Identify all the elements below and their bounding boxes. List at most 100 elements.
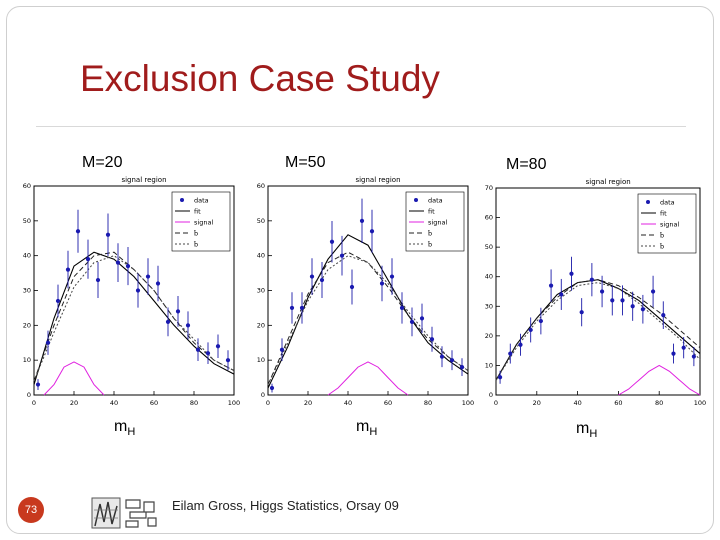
y-tick-label: 0: [489, 391, 493, 399]
data-point: [691, 354, 696, 359]
legend-label-data: data: [428, 197, 443, 205]
series-line-bhat: [33, 251, 235, 382]
data-point: [419, 316, 425, 321]
y-tick-label: 10: [23, 356, 31, 364]
data-point: [65, 267, 71, 272]
series-line-btilde: [267, 255, 469, 385]
data-point: [279, 347, 285, 352]
series-line-bhat: [267, 251, 469, 385]
y-tick-label: 10: [485, 361, 493, 369]
data-point: [548, 283, 554, 288]
panel-2-mass-label: M=50: [285, 154, 326, 171]
data-point: [449, 358, 455, 363]
series-line-btilde: [33, 255, 235, 382]
x-tick-label: 60: [150, 399, 158, 407]
panel-1-x-axis-title: mH: [114, 418, 136, 439]
data-point: [35, 382, 41, 387]
data-point: [175, 309, 181, 314]
legend-marker-data: [180, 198, 184, 202]
x-tick-label: 0: [266, 399, 270, 407]
x-tick-label: 0: [494, 399, 498, 407]
series-line-fit: [495, 279, 701, 381]
data-point: [379, 281, 385, 286]
y-tick-label: 30: [257, 287, 265, 295]
slide-frame: [6, 6, 714, 534]
data-point: [661, 313, 666, 318]
data-point: [165, 319, 171, 324]
legend-label-data: data: [660, 199, 675, 207]
y-tick-label: 0: [27, 391, 31, 399]
y-tick-label: 50: [257, 217, 265, 225]
panel-2-x-axis-title: mH: [356, 418, 378, 439]
legend-marker-data: [414, 198, 418, 202]
y-tick-label: 70: [485, 184, 493, 192]
data-point: [399, 305, 405, 311]
data-point: [409, 319, 415, 324]
data-point: [528, 327, 533, 333]
data-point: [185, 323, 191, 328]
x-tick-label: 20: [70, 399, 78, 407]
y-tick-label: 30: [485, 302, 493, 310]
legend-label-signal: signal: [428, 219, 447, 227]
data-point: [650, 289, 656, 294]
data-point: [538, 318, 543, 324]
plot-panel-m80: signal region 0 20 40 60 80 100 0 10 20 30 40 50 60 70…: [485, 178, 706, 407]
legend-label-btilde: b̃: [194, 240, 199, 248]
data-point: [589, 277, 594, 282]
legend-label-data: data: [194, 197, 209, 205]
data-point: [309, 274, 315, 279]
data-point: [125, 264, 131, 269]
data-point: [389, 274, 395, 279]
data-point: [135, 288, 141, 293]
legend-label-bhat: b̂: [660, 231, 665, 239]
series-line-bhat: [495, 279, 701, 381]
data-point: [269, 385, 275, 391]
data-point: [518, 342, 523, 347]
y-tick-label: 20: [485, 332, 493, 340]
data-point: [195, 347, 201, 352]
data-point: [671, 351, 676, 356]
data-point: [225, 358, 231, 363]
x-tick-label: 100: [462, 399, 474, 407]
legend-label-fit: fit: [194, 208, 201, 216]
plot-panel-m20: signal region 0 20 40 60 80 100 0 10 20 30 40 50 60 da…: [23, 176, 240, 407]
data-point: [630, 304, 635, 309]
data-point: [349, 284, 355, 290]
y-tick-label: 50: [485, 243, 493, 251]
signal-region-label: signal region: [121, 176, 166, 184]
x-tick-label: 60: [614, 399, 622, 407]
data-point: [215, 344, 221, 349]
y-tick-label: 40: [23, 252, 31, 260]
x-tick-label: 80: [424, 399, 432, 407]
legend-label-fit: fit: [660, 210, 667, 218]
data-point: [439, 354, 445, 359]
data-point: [620, 298, 625, 303]
y-tick-label: 20: [23, 321, 31, 329]
legend-label-bhat: b̂: [194, 229, 199, 237]
series-line-fit: [33, 251, 235, 385]
data-point: [569, 271, 574, 276]
series-line-signal: [618, 364, 701, 396]
plot-frame: [495, 187, 701, 396]
data-point: [579, 310, 584, 315]
page-number-badge: 73: [18, 497, 44, 523]
data-point: [429, 337, 435, 342]
institution-logo-icon: [90, 496, 160, 530]
legend-label-signal: signal: [194, 219, 213, 227]
x-tick-label: 80: [190, 399, 198, 407]
title-divider: [36, 126, 686, 127]
data-point: [508, 351, 513, 356]
data-point: [559, 292, 564, 297]
data-point: [145, 274, 151, 279]
y-tick-label: 50: [23, 217, 31, 225]
series-line-signal: [43, 361, 105, 396]
data-point: [299, 305, 305, 311]
data-point: [329, 239, 335, 244]
x-tick-label: 100: [694, 399, 706, 407]
data-point: [205, 351, 211, 356]
x-tick-label: 20: [304, 399, 312, 407]
signal-region-label: signal region: [355, 176, 400, 184]
series-line-fit: [267, 234, 469, 389]
legend-label-fit: fit: [428, 208, 435, 216]
data-point: [369, 229, 375, 234]
